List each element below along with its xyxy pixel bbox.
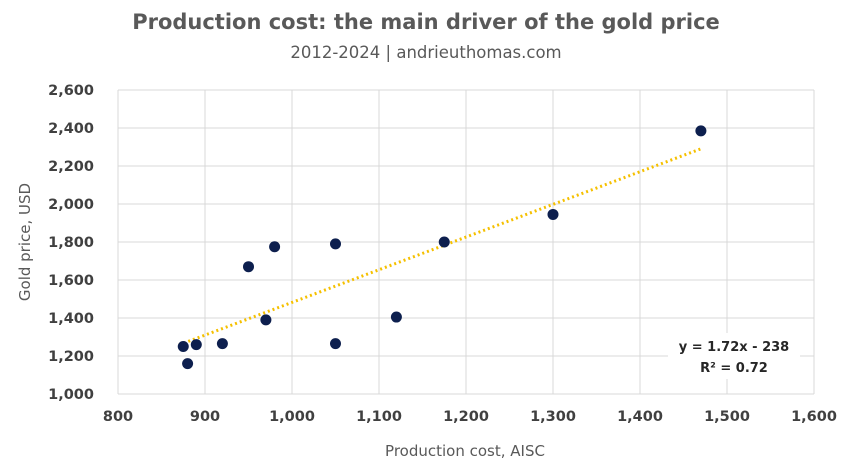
x-axis-title: Production cost, AISC: [385, 442, 545, 460]
y-tick-label: 1,000: [48, 387, 94, 403]
y-axis-tick-labels: 1,000 1,200 1,400 1,600 1,800 2,000 2,200 2,400…: [48, 83, 94, 403]
data-point: [190, 339, 202, 351]
x-tick-label: 1,000: [269, 409, 315, 425]
x-tick-label: 1,100: [356, 409, 402, 425]
data-point: [330, 238, 341, 250]
y-tick-label: 2,400: [48, 121, 94, 137]
x-tick-label: 1,600: [791, 409, 837, 425]
x-tick-label: 1,500: [704, 409, 750, 425]
data-point: [330, 338, 341, 350]
y-tick-label: 1,600: [48, 273, 94, 289]
trendline: [178, 147, 702, 347]
data-point: [390, 311, 402, 323]
y-tick-label: 1,400: [48, 311, 94, 327]
data-point: [216, 338, 228, 350]
data-point: [260, 314, 272, 326]
gridlines: [117, 89, 815, 395]
y-tick-label: 1,200: [48, 349, 94, 365]
data-point: [177, 341, 189, 352]
y-tick-label: 2,600: [48, 83, 94, 99]
trendline-r-squared: R² = 0.72: [700, 361, 768, 376]
data-point: [695, 125, 707, 137]
data-point: [243, 261, 254, 273]
y-tick-label: 2,200: [48, 159, 94, 175]
y-tick-label: 2,000: [48, 197, 94, 213]
x-tick-label: 1,400: [617, 409, 663, 425]
x-axis-tick-labels: 800 900 1,000 1,100 1,200 1,300 1,400 1,500 1,60…: [103, 409, 837, 425]
chart-subtitle: 2012-2024 | andrieuthomas.com: [290, 43, 561, 62]
equation-box-background: [668, 333, 800, 379]
trendline-equation-box: y = 1.72x - 238 R² = 0.72: [668, 333, 800, 379]
data-point: [182, 358, 194, 370]
x-tick-label: 1,200: [443, 409, 489, 425]
trendline-layer: [178, 147, 702, 347]
x-tick-label: 800: [103, 409, 133, 425]
data-point: [269, 241, 281, 253]
x-tick-label: 900: [190, 409, 220, 425]
y-tick-label: 1,800: [48, 235, 94, 251]
trendline-equation: y = 1.72x - 238: [679, 340, 789, 355]
chart-title: Production cost: the main driver of the …: [132, 10, 720, 34]
x-tick-label: 1,300: [530, 409, 576, 425]
data-point: [438, 236, 450, 248]
data-point: [547, 208, 559, 220]
data-points: [177, 125, 707, 370]
y-axis-title: Gold price, USD: [16, 183, 34, 301]
